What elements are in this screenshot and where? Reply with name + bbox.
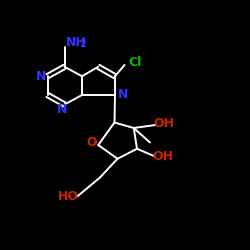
Text: O: O: [86, 136, 97, 149]
Text: OH: OH: [153, 150, 174, 163]
Text: 2: 2: [79, 40, 86, 50]
Text: NH: NH: [66, 36, 86, 49]
Text: N: N: [36, 70, 46, 83]
Text: HO: HO: [58, 190, 78, 203]
Text: N: N: [118, 88, 128, 101]
Text: Cl: Cl: [128, 56, 141, 68]
Text: N: N: [57, 103, 68, 116]
Text: OH: OH: [153, 117, 174, 130]
